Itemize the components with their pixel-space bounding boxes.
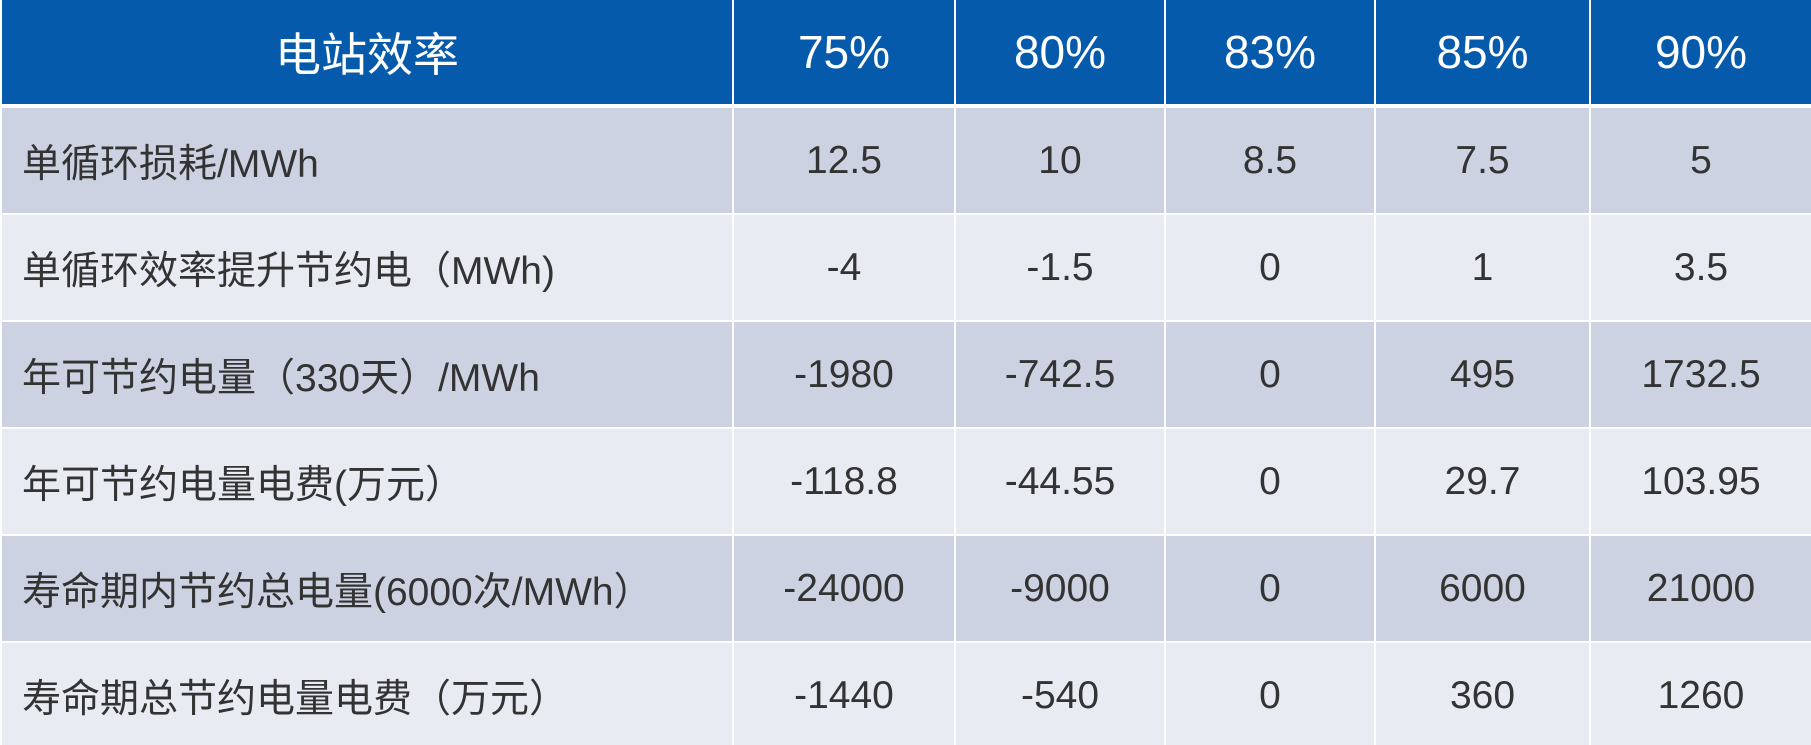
cell: 29.7 (1374, 428, 1591, 536)
row-label: 单循环损耗/MWh (0, 106, 734, 215)
row-label: 寿命期总节约电量电费（万元） (0, 642, 734, 745)
cell: 0 (1164, 214, 1376, 322)
header-row: 电站效率 75% 80% 83% 85% 90% (0, 0, 1811, 108)
cell: -742.5 (954, 321, 1166, 429)
table-row: 年可节约电量（330天）/MWh -1980 -742.5 0 495 1732.5 (0, 321, 1811, 429)
cell: 0 (1164, 321, 1376, 429)
cell: 8.5 (1164, 106, 1376, 215)
cell: 3.5 (1589, 214, 1811, 322)
cell: 12.5 (732, 106, 956, 215)
header-cell: 85% (1374, 0, 1591, 108)
cell: 0 (1164, 428, 1376, 536)
cell: 6000 (1374, 535, 1591, 643)
table-body: 单循环损耗/MWh 12.5 10 8.5 7.5 5 单循环效率提升节约电（MWh) -4-… (0, 106, 1811, 745)
table-row: 年可节约电量电费(万元） -118.8 -44.55 0 29.7 103.95 (0, 428, 1811, 536)
header-cell: 75% (732, 0, 956, 108)
table-row: 寿命期内节约总电量(6000次/MWh） -24000 -9000 0 6000 2100… (0, 535, 1811, 643)
cell: 5 (1589, 106, 1811, 215)
header-label: 电站效率 (0, 0, 734, 108)
cell: 10 (954, 106, 1166, 215)
row-label: 年可节约电量电费(万元） (0, 428, 734, 536)
row-label: 年可节约电量（330天）/MWh (0, 321, 734, 429)
cell: -540 (954, 642, 1166, 745)
table-row: 寿命期总节约电量电费（万元） -1440 -540 0 360 1260 (0, 642, 1811, 745)
cell: -4 (732, 214, 956, 322)
header-cell: 90% (1589, 0, 1811, 108)
cell: 1260 (1589, 642, 1811, 745)
cell: -1.5 (954, 214, 1166, 322)
cell: 103.95 (1589, 428, 1811, 536)
cell: 7.5 (1374, 106, 1591, 215)
cell: 0 (1164, 642, 1376, 745)
row-label: 寿命期内节约总电量(6000次/MWh） (0, 535, 734, 643)
header-cell: 80% (954, 0, 1166, 108)
cell: -1440 (732, 642, 956, 745)
table-row: 单循环效率提升节约电（MWh) -4 -1.5 0 1 3.5 (0, 214, 1811, 322)
cell: 0 (1164, 535, 1376, 643)
cell: -44.55 (954, 428, 1166, 536)
cell: 360 (1374, 642, 1591, 745)
cell: -1980 (732, 321, 956, 429)
cell: -24000 (732, 535, 956, 643)
cell: 1 (1374, 214, 1591, 322)
row-label: 单循环效率提升节约电（MWh) (0, 214, 734, 322)
cell: 1732.5 (1589, 321, 1811, 429)
cell: -118.8 (732, 428, 956, 536)
cell: -9000 (954, 535, 1166, 643)
header-cell: 83% (1164, 0, 1376, 108)
cell: 21000 (1589, 535, 1811, 643)
table-row: 单循环损耗/MWh 12.5 10 8.5 7.5 5 (0, 106, 1811, 215)
cell: 495 (1374, 321, 1591, 429)
